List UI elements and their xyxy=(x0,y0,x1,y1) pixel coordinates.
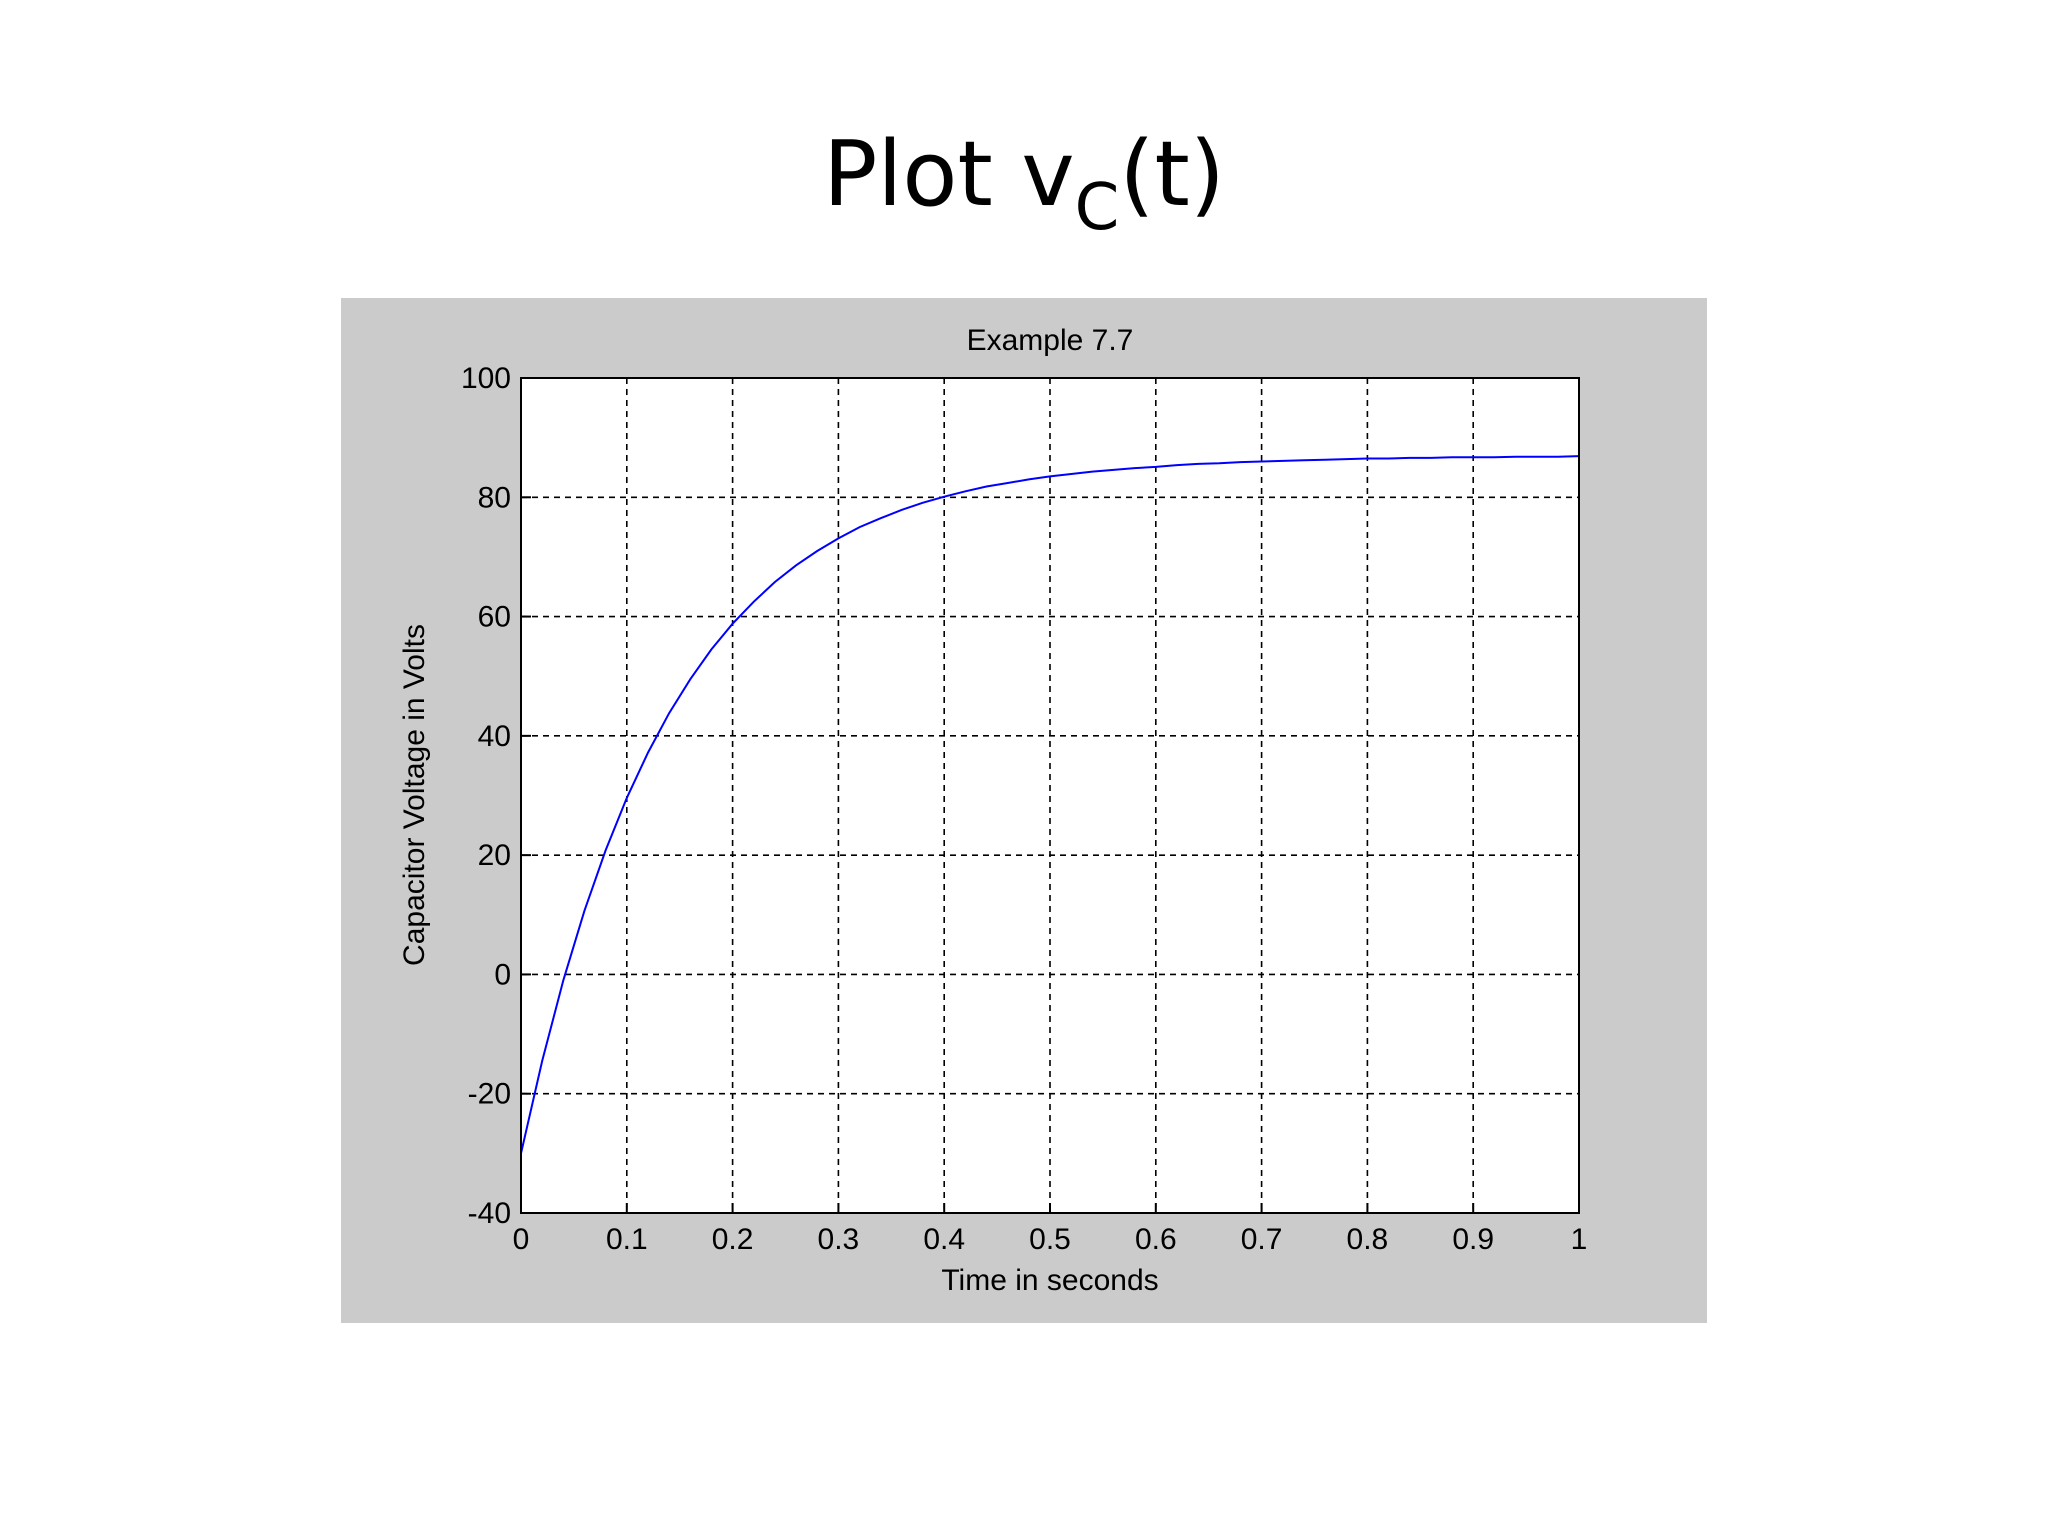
x-tick-label: 0.6 xyxy=(1135,1223,1177,1256)
y-tick-label: 80 xyxy=(478,481,511,514)
chart-title: Example 7.7 xyxy=(967,324,1134,357)
x-tick-label: 0.5 xyxy=(1029,1223,1071,1256)
x-tick-label: 0 xyxy=(513,1223,530,1256)
x-tick-label: 0.1 xyxy=(606,1223,648,1256)
x-tick-label: 0.2 xyxy=(712,1223,754,1256)
y-tick-label: -20 xyxy=(468,1078,511,1111)
chart: 0 0.1 0.2 0.3 0.4 0.5 0.6 0.7 0.8 0.9 1 -40 -20 0 20 40… xyxy=(341,298,1707,1323)
tick-layer: 0 0.1 0.2 0.3 0.4 0.5 0.6 0.7 0.8 0.9 1 -40 -20 0 20 40… xyxy=(461,362,1587,1256)
figure-panel: 0 0.1 0.2 0.3 0.4 0.5 0.6 0.7 0.8 0.9 1 -40 -20 0 20 40… xyxy=(341,298,1707,1323)
x-tick-label: 0.7 xyxy=(1241,1223,1283,1256)
slide-title-main: Plot v xyxy=(823,122,1075,227)
x-tick-label: 0.4 xyxy=(923,1223,965,1256)
y-tick-label: 40 xyxy=(478,720,511,753)
y-tick-label: 60 xyxy=(478,601,511,634)
y-axis-label: Capacitor Voltage in Volts xyxy=(398,624,431,966)
series-layer xyxy=(520,455,1580,1154)
slide-title-subscript: C xyxy=(1074,171,1120,245)
x-tick-label: 0.8 xyxy=(1347,1223,1389,1256)
y-tick-label: -40 xyxy=(468,1197,511,1230)
y-tick-label: 0 xyxy=(494,958,511,991)
y-tick-label: 100 xyxy=(461,362,511,395)
x-tick-label: 0.3 xyxy=(818,1223,860,1256)
slide-title-tail: (t) xyxy=(1119,122,1225,227)
slide-title: Plot vC(t) xyxy=(0,130,2048,241)
y-tick-label: 20 xyxy=(478,839,511,872)
x-axis-label: Time in seconds xyxy=(941,1264,1158,1297)
x-tick-label: 1 xyxy=(1571,1223,1588,1256)
x-tick-label: 0.9 xyxy=(1452,1223,1494,1256)
grid-layer xyxy=(521,378,1579,1213)
series-line xyxy=(520,455,1580,1154)
